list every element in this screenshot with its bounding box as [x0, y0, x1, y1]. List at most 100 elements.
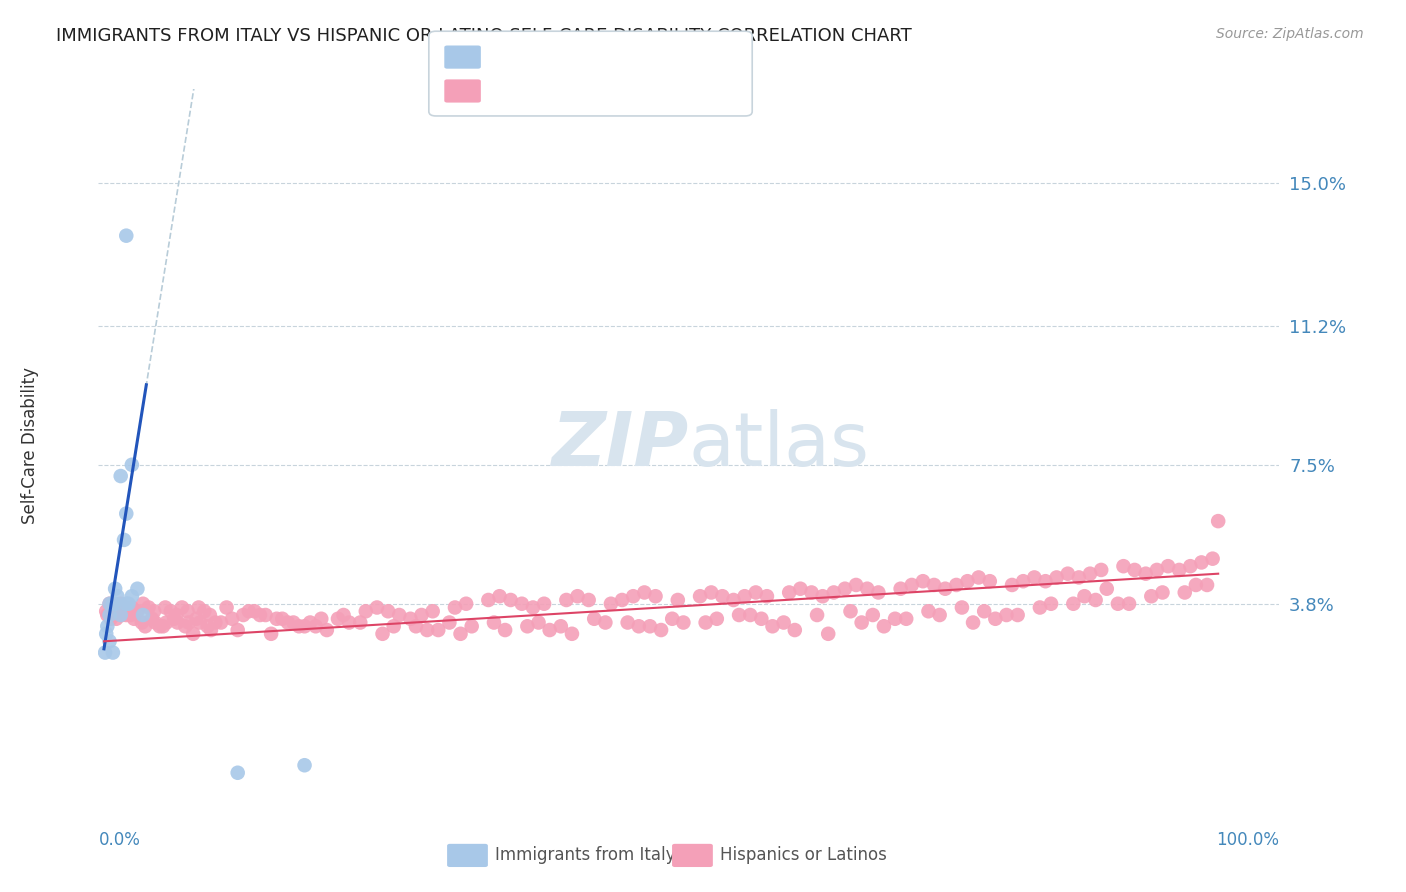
Point	[121, 458, 143, 472]
Point	[728, 607, 751, 622]
Point	[427, 623, 450, 637]
Point	[778, 585, 800, 599]
Point	[1056, 566, 1078, 581]
Point	[134, 619, 156, 633]
Point	[132, 607, 155, 622]
Point	[967, 570, 990, 584]
Text: 196: 196	[623, 82, 661, 100]
Point	[1107, 597, 1129, 611]
Point	[1185, 578, 1208, 592]
Text: N =: N =	[583, 48, 620, 66]
Point	[131, 615, 153, 630]
Text: N =: N =	[583, 82, 620, 100]
Point	[1007, 607, 1029, 622]
Point	[1191, 556, 1213, 570]
Point	[110, 607, 132, 622]
Text: R =: R =	[486, 48, 523, 66]
Point	[105, 589, 128, 603]
Text: Self-Care Disability: Self-Care Disability	[21, 368, 39, 524]
Point	[751, 612, 773, 626]
Point	[896, 612, 918, 626]
Point	[834, 582, 856, 596]
Point	[176, 604, 198, 618]
Point	[1146, 563, 1168, 577]
Point	[934, 582, 956, 596]
Point	[104, 607, 127, 622]
Point	[366, 600, 388, 615]
Point	[627, 619, 650, 633]
Point	[96, 619, 118, 633]
Point	[188, 615, 211, 630]
Point	[928, 607, 950, 622]
Point	[1180, 559, 1202, 574]
Point	[578, 593, 600, 607]
Point	[101, 597, 124, 611]
Point	[1073, 589, 1095, 603]
Point	[1001, 578, 1024, 592]
Point	[152, 619, 174, 633]
Point	[186, 612, 208, 626]
Point	[94, 646, 117, 660]
Point	[783, 623, 806, 637]
Point	[283, 615, 305, 630]
Point	[177, 615, 200, 630]
Text: 24: 24	[623, 48, 648, 66]
Text: Hispanics or Latinos: Hispanics or Latinos	[720, 847, 887, 864]
Point	[107, 604, 129, 618]
Point	[98, 597, 121, 611]
Point	[121, 589, 143, 603]
Point	[1123, 563, 1146, 577]
Point	[143, 615, 166, 630]
Point	[1067, 570, 1090, 584]
Point	[845, 578, 868, 592]
Point	[181, 627, 204, 641]
Point	[96, 607, 118, 622]
Point	[112, 604, 135, 618]
Point	[873, 619, 896, 633]
Point	[1062, 597, 1084, 611]
Point	[1095, 582, 1118, 596]
Point	[1046, 570, 1069, 584]
Point	[567, 589, 589, 603]
Point	[337, 615, 360, 630]
Point	[110, 469, 132, 483]
Point	[105, 612, 128, 626]
Point	[299, 615, 322, 630]
Point	[482, 615, 505, 630]
Point	[510, 597, 533, 611]
Point	[103, 607, 125, 622]
Point	[104, 597, 127, 611]
Point	[538, 623, 561, 637]
Point	[160, 604, 183, 618]
Point	[138, 600, 160, 615]
Point	[772, 615, 794, 630]
Text: IMMIGRANTS FROM ITALY VS HISPANIC OR LATINO SELF-CARE DISABILITY CORRELATION CHA: IMMIGRANTS FROM ITALY VS HISPANIC OR LAT…	[56, 27, 912, 45]
Point	[1201, 551, 1223, 566]
Point	[689, 589, 711, 603]
Point	[166, 615, 188, 630]
Point	[349, 615, 371, 630]
Point	[900, 578, 922, 592]
Point	[911, 574, 934, 589]
Point	[266, 612, 288, 626]
Point	[215, 600, 238, 615]
Point	[288, 619, 311, 633]
Point	[354, 604, 377, 618]
Point	[399, 612, 422, 626]
Point	[917, 604, 939, 618]
Point	[98, 607, 121, 622]
Point	[1078, 566, 1101, 581]
Point	[1195, 578, 1218, 592]
Point	[1112, 559, 1135, 574]
Point	[922, 578, 945, 592]
Point	[117, 604, 139, 618]
Point	[101, 646, 124, 660]
Point	[149, 619, 172, 633]
Point	[315, 623, 337, 637]
Point	[945, 578, 967, 592]
Point	[610, 593, 633, 607]
Point	[101, 604, 124, 618]
Point	[411, 607, 433, 622]
Point	[666, 593, 689, 607]
Point	[193, 604, 215, 618]
